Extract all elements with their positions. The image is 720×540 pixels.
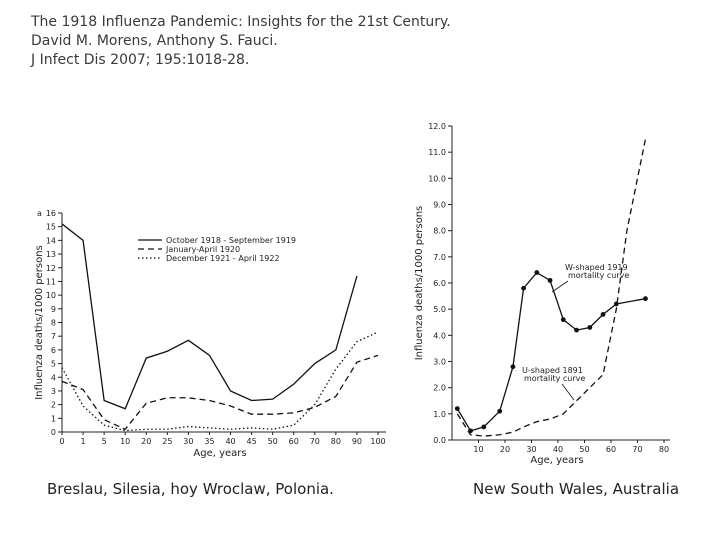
left-series-line-3 <box>61 331 379 432</box>
left-y-tick-label: 9 <box>51 305 56 314</box>
left-x-tick-label: 45 <box>247 437 257 446</box>
right-x-tick-label: 20 <box>500 445 510 454</box>
left-x-tick-label: 100 <box>370 437 385 446</box>
right-x-tick-label: 40 <box>553 445 563 454</box>
right-x-tick-label: 80 <box>659 445 669 454</box>
right-annotation-w-1: W-shaped 1919 <box>565 263 628 272</box>
right-series-marker <box>521 285 526 291</box>
left-x-tick-label: 25 <box>162 437 172 446</box>
right-series-marker <box>547 277 553 283</box>
right-series-marker <box>600 312 606 317</box>
right-annotation-u-2: mortality curve <box>524 374 585 383</box>
right-y-tick-label: 0.0 <box>433 436 446 445</box>
left-x-tick-label: 0 <box>59 437 64 446</box>
left-y-tick-label: 0 <box>51 428 56 437</box>
right-series-marker <box>643 296 648 302</box>
right-x-tick-label: 70 <box>632 445 642 454</box>
right-series-marker <box>481 424 487 430</box>
left-y-tick-label: 11 <box>46 277 56 286</box>
right-series-marker <box>454 406 460 411</box>
right-x-tick-label: 10 <box>473 445 483 454</box>
left-y-tick-label: 6 <box>51 346 56 355</box>
left-x-tick-label: 60 <box>289 437 299 446</box>
right-series-marker <box>574 327 579 333</box>
left-y-tick-label: 10 <box>46 291 56 300</box>
left-x-tick-label: 90 <box>352 437 362 446</box>
right-y-tick-label: 2.0 <box>433 384 446 393</box>
left-legend-label: January-April 1920 <box>165 245 240 254</box>
right-annotation-u-1: U-shaped 1891 <box>522 366 583 375</box>
caption-right: New South Wales, Australia <box>473 480 680 498</box>
right-series-marker <box>613 301 619 307</box>
left-y-tick-label: 8 <box>51 319 56 328</box>
left-x-tick-label: 80 <box>331 437 341 446</box>
left-y-tick-label: 3 <box>51 387 56 396</box>
citation-journal: J Infect Dis 2007; 195:1018-28. <box>31 52 250 68</box>
right-series-marker <box>534 270 540 275</box>
left-series-line-2 <box>61 354 379 431</box>
right-y-tick-label: 8.0 <box>433 227 446 236</box>
right-y-tick-label: 11.0 <box>428 148 446 157</box>
right-x-tick-label: 30 <box>526 445 536 454</box>
left-panel-letter: a <box>37 209 42 218</box>
left-x-tick-label: 40 <box>225 437 235 446</box>
left-y-tick-label: 15 <box>46 223 56 232</box>
right-y-axis-title: Influenza deaths/1000 persons <box>414 206 425 361</box>
right-annotation-w-2: mortality curve <box>568 271 629 280</box>
right-annotation-w-pointer <box>551 280 569 293</box>
right-annotation-u-pointer <box>561 383 575 401</box>
left-y-tick-label: 5 <box>51 360 56 369</box>
left-y-tick-label: 4 <box>51 373 56 382</box>
left-x-tick-label: 50 <box>268 437 278 446</box>
left-y-tick-label: 13 <box>46 250 56 259</box>
citation-title: The 1918 Influenza Pandemic: Insights fo… <box>31 14 451 30</box>
right-series-line-2 <box>456 138 647 437</box>
left-y-tick-label: 14 <box>46 236 56 245</box>
right-y-tick-label: 10.0 <box>428 174 446 183</box>
left-x-tick-label: 10 <box>120 437 130 446</box>
right-series-marker <box>587 325 593 330</box>
left-y-tick-label: 2 <box>51 401 56 410</box>
right-x-tick-label: 60 <box>606 445 616 454</box>
left-y-tick-label: 16 <box>46 209 56 218</box>
left-y-tick-label: 1 <box>51 414 56 423</box>
left-x-tick-label: 35 <box>204 437 214 446</box>
right-series-marker <box>497 408 503 414</box>
citation-authors: David M. Morens, Anthony S. Fauci. <box>31 33 278 49</box>
right-y-tick-label: 7.0 <box>433 253 446 262</box>
left-legend-label: October 1918 - September 1919 <box>166 236 296 245</box>
right-series-marker <box>510 364 516 370</box>
right-y-tick-label: 6.0 <box>433 279 446 288</box>
caption-left: Breslau, Silesia, hoy Wroclaw, Polonia. <box>47 480 334 498</box>
citation-header: The 1918 Influenza Pandemic: Insights fo… <box>31 13 451 70</box>
left-y-tick-label: 7 <box>51 332 56 341</box>
left-y-axis-title: Influenza deaths/1000 persons <box>34 245 45 400</box>
left-x-tick-label: 5 <box>102 437 107 446</box>
right-x-axis-title: Age, years <box>530 455 583 466</box>
right-x-tick-label: 50 <box>579 445 589 454</box>
right-series-marker <box>560 317 566 323</box>
left-x-axis-title: Age, years <box>193 448 246 459</box>
right-y-tick-label: 1.0 <box>433 410 446 419</box>
right-y-tick-label: 4.0 <box>433 331 446 340</box>
right-y-tick-label: 12.0 <box>428 122 446 131</box>
left-x-tick-label: 70 <box>310 437 320 446</box>
right-y-tick-label: 5.0 <box>433 305 446 314</box>
left-y-tick-label: 12 <box>46 264 56 273</box>
right-y-tick-label: 3.0 <box>433 358 446 367</box>
left-x-tick-label: 30 <box>183 437 193 446</box>
right-y-tick-label: 9.0 <box>433 201 446 210</box>
right-series-line-1 <box>456 271 646 432</box>
left-x-tick-label: 1 <box>81 437 86 446</box>
left-x-tick-label: 20 <box>141 437 151 446</box>
left-legend-label: December 1921 - April 1922 <box>166 254 280 263</box>
left-series-line-1 <box>61 223 358 410</box>
